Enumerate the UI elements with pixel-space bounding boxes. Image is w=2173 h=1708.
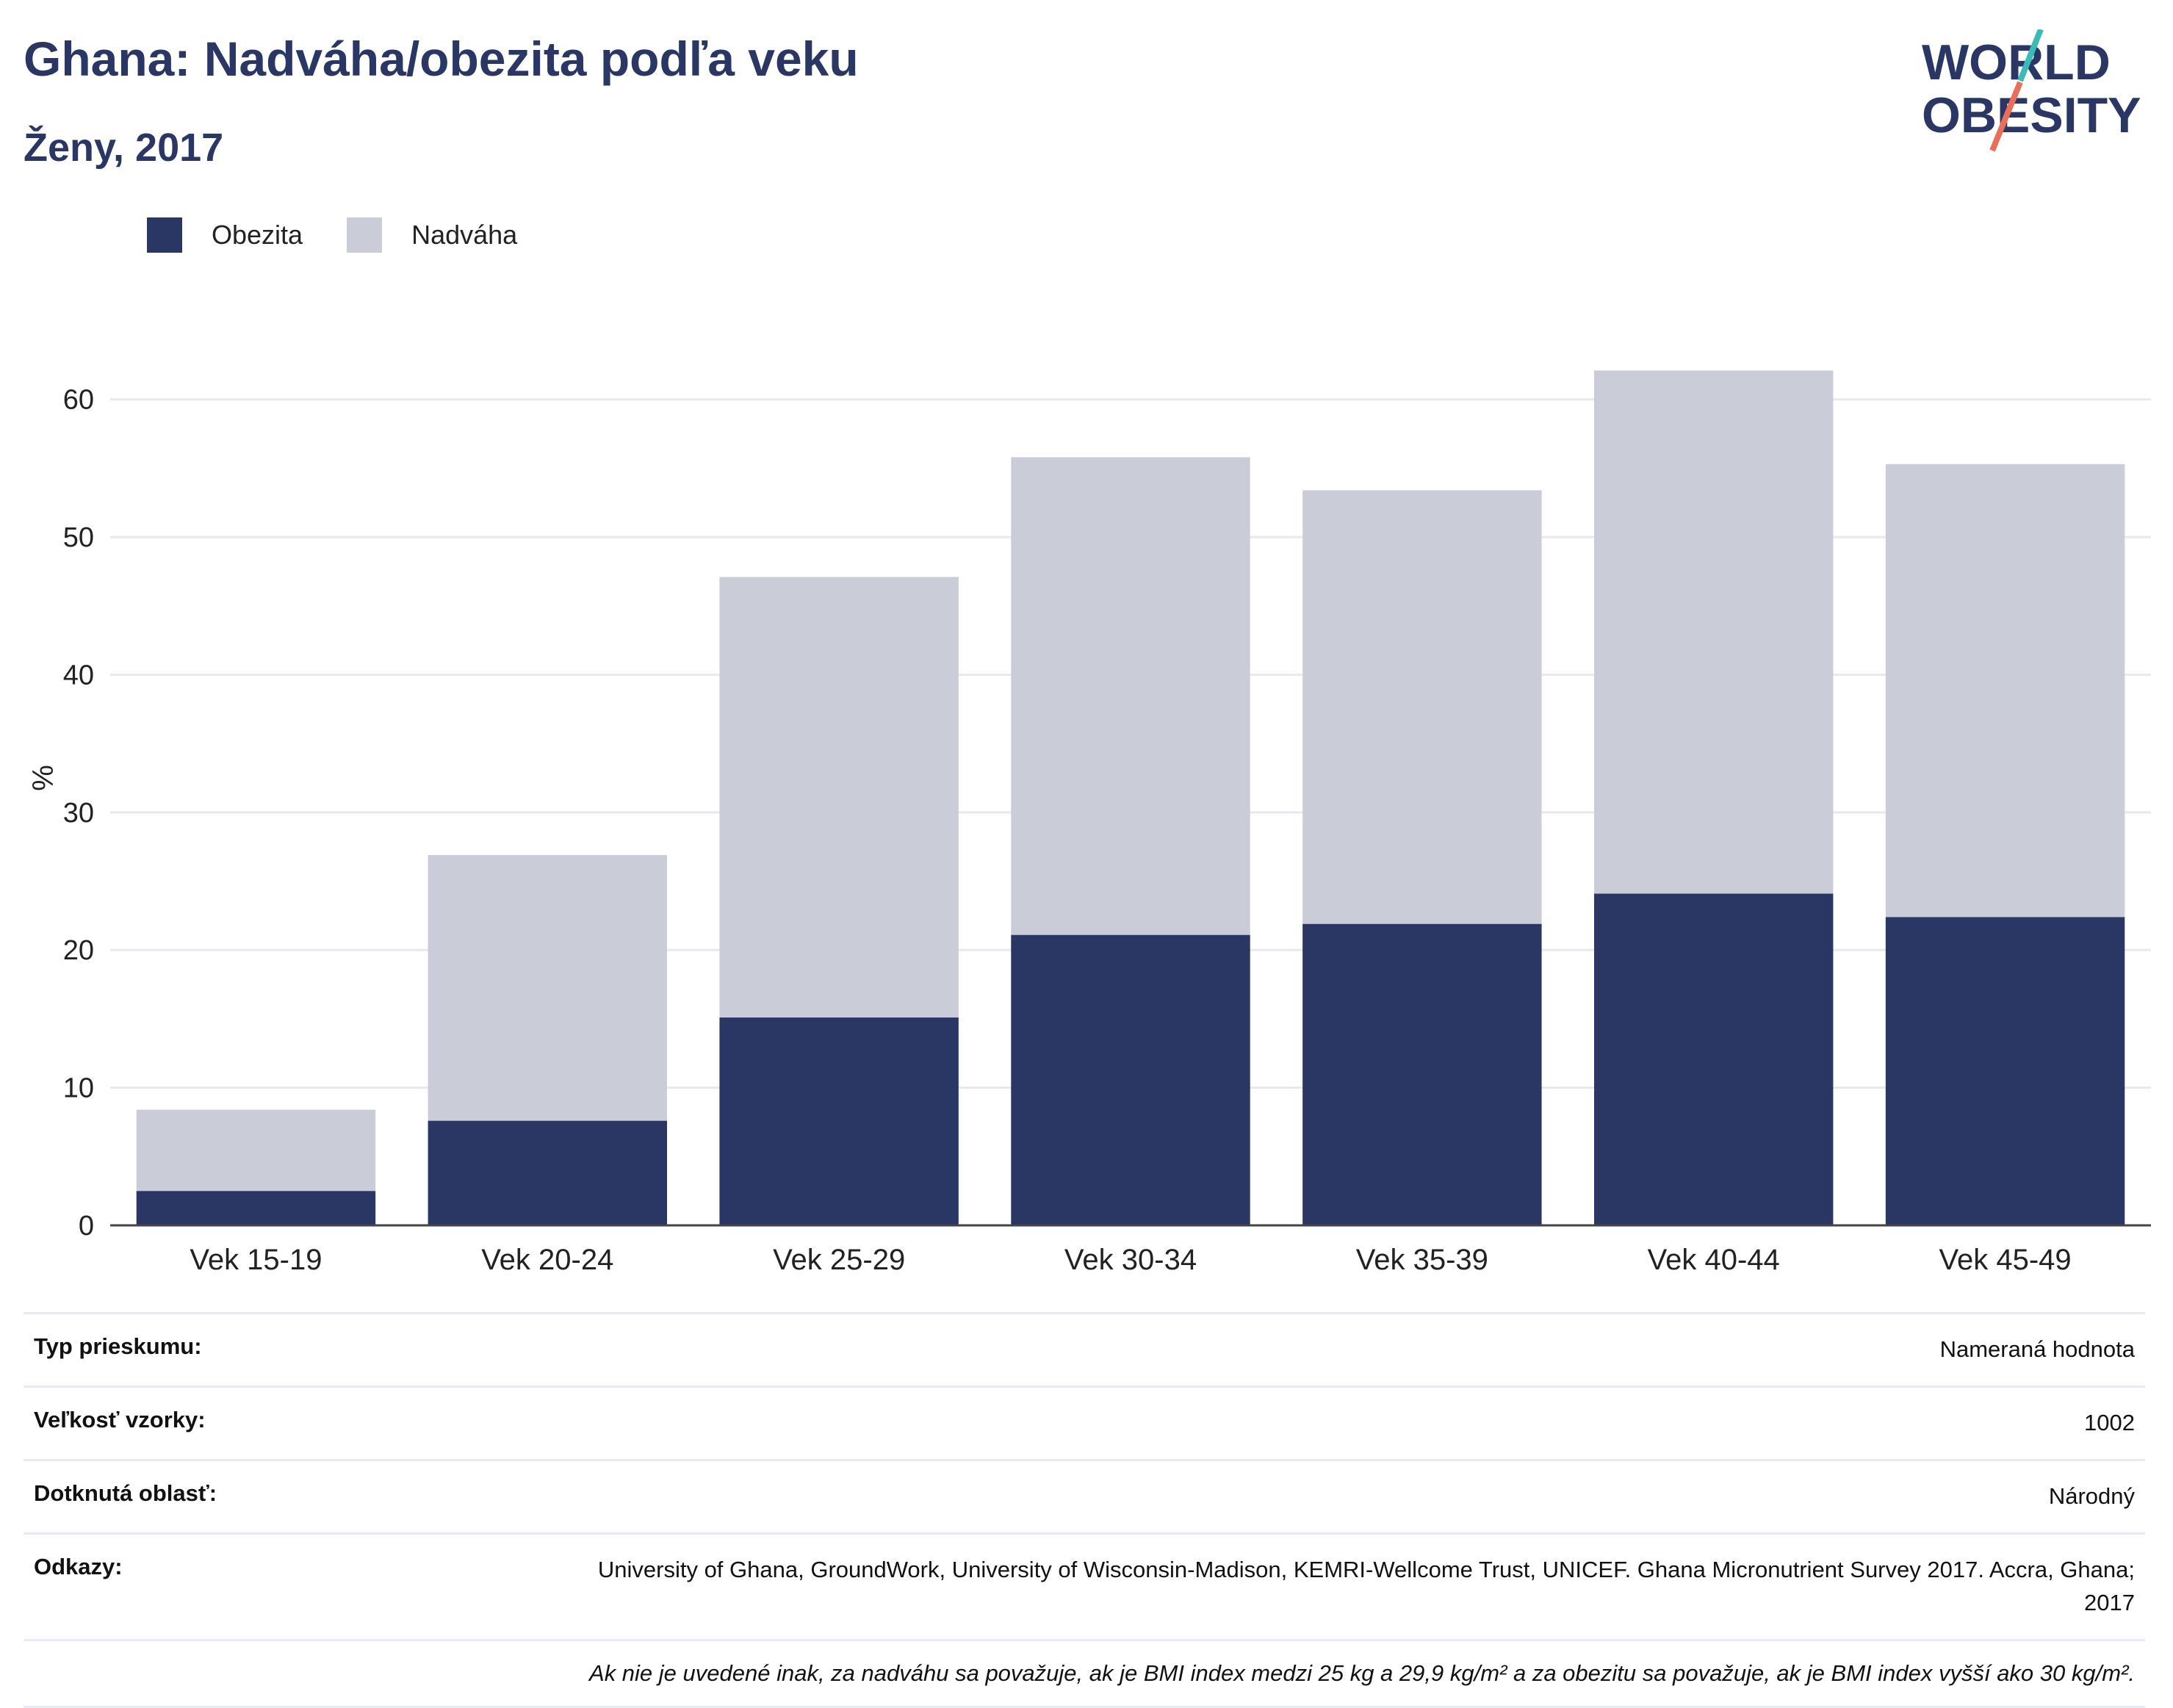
bar-overweight [428, 854, 667, 1121]
y-tick-label: 20 [63, 935, 94, 966]
legend-swatch-obesity [147, 217, 182, 253]
bar-chart: 0 10 20 30 40 50 60% Vek 15-19 Vek 20-24 Vek 25-2… [27, 370, 2151, 1276]
bar-overweight [1885, 464, 2125, 918]
y-tick-label: 40 [63, 660, 94, 691]
bar-obesity [1594, 893, 1834, 1225]
bar-overweight [1302, 490, 1542, 924]
bar-overweight [1594, 370, 1834, 894]
footnote: Ak nie je uvedené inak, za nadváhu sa po… [24, 1638, 2145, 1708]
legend-swatch-overweight [347, 217, 383, 253]
world-obesity-logo: WORLD OBESITY [1922, 29, 2141, 152]
info-value: University of Ghana, GroundWork, Univers… [597, 1556, 2135, 1615]
info-key: Veľkosť vzorky: [34, 1406, 206, 1433]
bar-overweight [1011, 457, 1250, 935]
bar-overweight [719, 577, 959, 1018]
x-tick-label: Vek 30-34 [1064, 1244, 1197, 1276]
logo-slash-coral [1989, 81, 2023, 152]
info-key: Dotknutá oblasť: [34, 1480, 217, 1506]
y-tick-label: 30 [63, 798, 94, 829]
bar-overweight [136, 1109, 376, 1192]
y-tick-label: 60 [63, 385, 94, 416]
info-key: Typ prieskumu: [34, 1333, 202, 1359]
legend: Obezita Nadváha [147, 217, 561, 253]
page-title: Ghana: Nadváha/obezita podľa veku [24, 32, 859, 86]
info-row-sample-size: Veľkosť vzorky: 1002 [24, 1385, 2145, 1459]
logo-line-1: WORLD [1922, 35, 2111, 90]
y-tick-label: 50 [63, 522, 94, 553]
info-key: Odkazy: [34, 1553, 123, 1579]
x-tick-label: Vek 35-39 [1356, 1244, 1488, 1276]
x-tick-label: Vek 40-44 [1648, 1244, 1780, 1276]
info-row-survey-type: Typ prieskumu: Nameraná hodnota [24, 1312, 2145, 1386]
info-value: Národný [2048, 1482, 2135, 1509]
y-tick-label: 10 [63, 1073, 94, 1104]
x-tick-label: Vek 45-49 [1939, 1244, 2072, 1276]
bar-obesity [428, 1120, 667, 1225]
page-subtitle: Ženy, 2017 [24, 126, 224, 170]
legend-label-obesity: Obezita [212, 220, 303, 250]
bar-obesity [1885, 917, 2125, 1225]
bar-obesity [719, 1017, 959, 1225]
x-tick-label: Vek 15-19 [190, 1244, 322, 1276]
info-row-area: Dotknutá oblasť: Národný [24, 1458, 2145, 1532]
y-tick-label: 0 [79, 1211, 94, 1242]
bar-obesity [136, 1191, 376, 1225]
logo-slash-teal [2017, 29, 2044, 82]
bar-obesity [1011, 934, 1250, 1225]
legend-label-overweight: Nadváha [411, 220, 518, 250]
info-row-references: Odkazy: University of Ghana, GroundWork,… [24, 1532, 2145, 1639]
bar-obesity [1302, 923, 1542, 1225]
info-table: Typ prieskumu: Nameraná hodnota Veľkosť … [24, 1312, 2145, 1708]
x-tick-label: Vek 20-24 [481, 1244, 613, 1276]
x-tick-label: Vek 25-29 [773, 1244, 905, 1276]
info-value: Nameraná hodnota [1939, 1336, 2135, 1362]
y-axis-label: % [27, 765, 60, 791]
info-value: 1002 [2084, 1409, 2135, 1435]
logo-line-2: OBESITY [1922, 87, 2141, 143]
